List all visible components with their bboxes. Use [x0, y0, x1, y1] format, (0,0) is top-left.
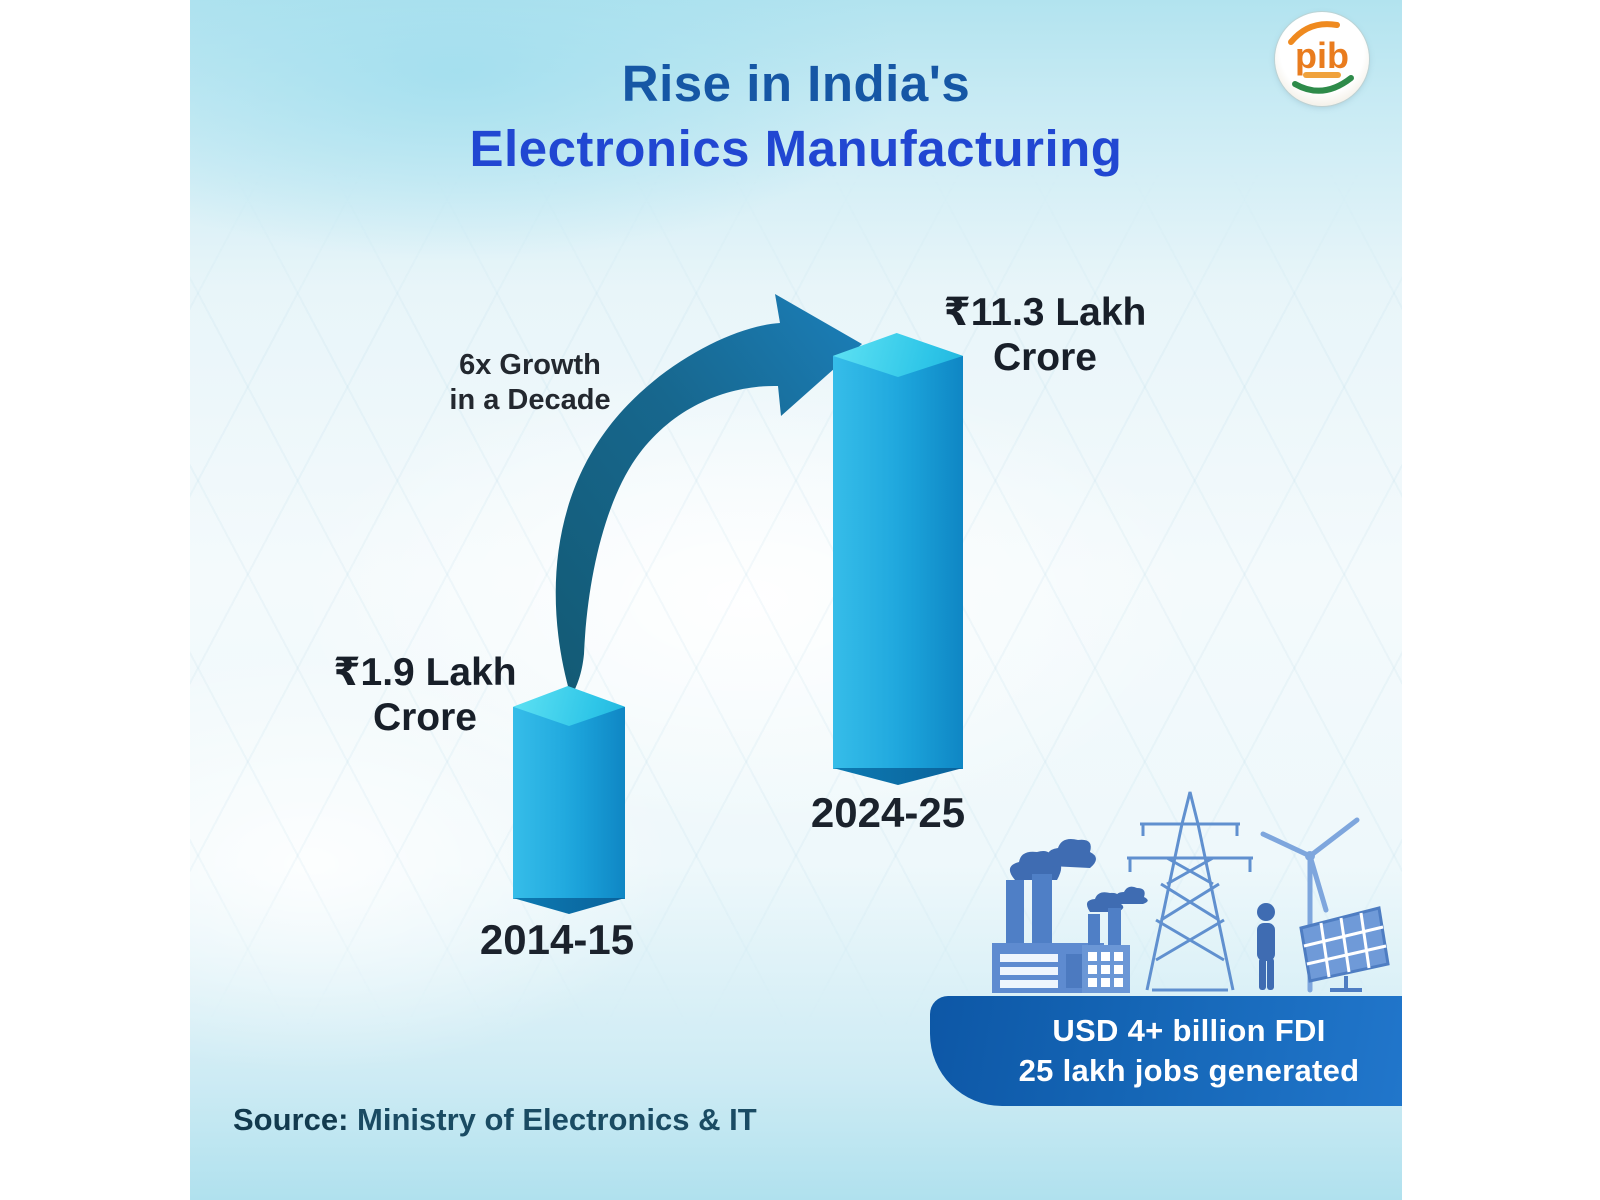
- industry-illustration: [992, 791, 1390, 993]
- bar-2014-bottom-face: [513, 898, 625, 914]
- pib-logo-icon: pib: [1288, 21, 1354, 94]
- solar-panel-icon: [1299, 906, 1390, 992]
- factory-small-icon: [1082, 886, 1148, 993]
- growth-annotation: 6x Growth in a Decade: [370, 348, 690, 418]
- source-text: Ministry of Electronics & IT: [348, 1102, 757, 1137]
- page-title-line1: Rise in India's: [621, 55, 971, 112]
- value-2024-line2: Crore: [992, 336, 1098, 379]
- growth-arrow-icon: [555, 294, 862, 697]
- stats-banner: USD 4+ billion FDI 25 lakh jobs generate…: [930, 996, 1402, 1106]
- stats-banner-line2: 25 lakh jobs generated: [1018, 1053, 1360, 1088]
- bar-2024: [833, 333, 963, 785]
- axis-label-2024: 2024-25: [810, 789, 966, 836]
- worker-icon: [1257, 903, 1275, 990]
- bar-2024-front-face: [833, 356, 963, 769]
- transmission-tower-icon: [1127, 791, 1253, 992]
- axis-label-2014: 2014-15: [479, 916, 635, 963]
- source-line: Source: Ministry of Electronics & IT: [233, 1102, 757, 1138]
- bar-2014-front-face: [513, 707, 625, 899]
- value-label-2024: ₹11.3 Lakh Crore: [925, 290, 1165, 380]
- value-2014-line1: ₹1.9 Lakh: [333, 651, 517, 694]
- growth-annotation-line1: 6x Growth: [459, 349, 601, 381]
- value-2014-line2: Crore: [372, 696, 478, 739]
- value-label-2014: ₹1.9 Lakh Crore: [310, 650, 540, 740]
- infographic-canvas: Rise in India's Electronics Manufacturin…: [190, 0, 1402, 1200]
- pib-logo: pib: [1275, 12, 1369, 106]
- page-title: Rise in India's Electronics Manufacturin…: [190, 52, 1402, 182]
- stats-banner-line1: USD 4+ billion FDI: [1052, 1013, 1326, 1048]
- page-title-line2: Electronics Manufacturing: [469, 120, 1123, 177]
- source-label: Source:: [233, 1102, 349, 1137]
- bar-2014: [513, 686, 625, 914]
- bar-2024-bottom-face: [833, 768, 963, 785]
- svg-text:pib: pib: [1295, 35, 1349, 76]
- value-2024-line1: ₹11.3 Lakh: [943, 291, 1147, 334]
- growth-annotation-line2: in a Decade: [449, 384, 611, 416]
